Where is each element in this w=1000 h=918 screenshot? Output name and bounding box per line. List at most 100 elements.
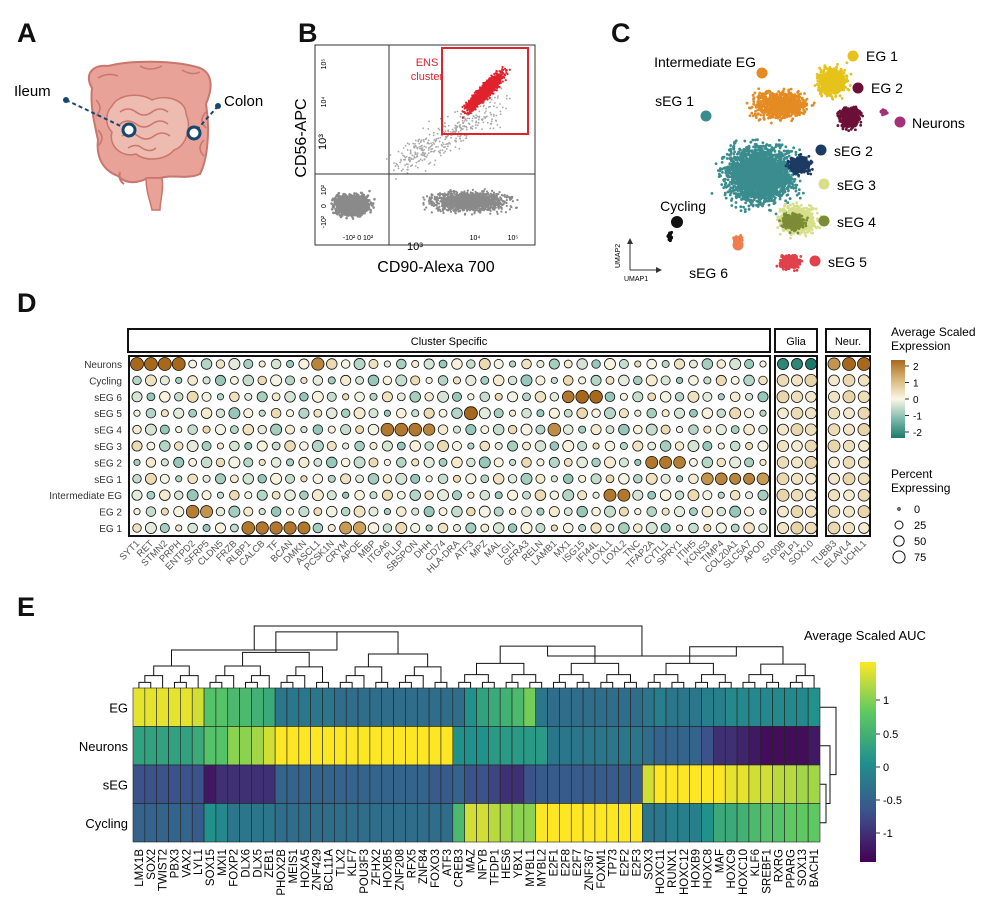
flow-event bbox=[437, 137, 440, 140]
flow-event-gated bbox=[477, 101, 481, 104]
flow-event-gated bbox=[499, 75, 502, 78]
flow-event-gated bbox=[486, 82, 489, 85]
flow-event-gated bbox=[493, 87, 496, 91]
flow-event bbox=[446, 193, 449, 196]
flow-event bbox=[501, 106, 504, 109]
flow-event bbox=[462, 201, 465, 204]
flow-event bbox=[355, 195, 359, 198]
flow-event bbox=[490, 122, 493, 125]
flow-event-gated bbox=[471, 94, 474, 97]
flow-event bbox=[443, 122, 446, 124]
flow-event bbox=[408, 160, 411, 163]
flow-event bbox=[474, 193, 477, 196]
flow-event bbox=[478, 110, 481, 113]
flow-event-gated bbox=[492, 76, 495, 80]
flow-event bbox=[432, 134, 435, 137]
flow-event-gated bbox=[461, 105, 464, 109]
flow-event bbox=[456, 122, 459, 125]
flow-event-gated bbox=[483, 93, 487, 96]
flow-event bbox=[452, 209, 455, 212]
flow-event bbox=[449, 194, 452, 197]
flow-event bbox=[449, 149, 452, 152]
flow-event bbox=[484, 200, 487, 204]
flow-event bbox=[406, 149, 409, 151]
flow-event bbox=[425, 195, 429, 198]
flow-event-gated bbox=[505, 69, 508, 72]
flow-event bbox=[408, 156, 410, 159]
flow-event bbox=[436, 193, 440, 196]
flow-event bbox=[337, 191, 341, 195]
flow-event bbox=[413, 145, 416, 148]
flow-event bbox=[476, 198, 479, 201]
flow-event bbox=[344, 213, 348, 217]
flow-event bbox=[421, 151, 424, 154]
flow-event bbox=[363, 205, 367, 209]
flow-event bbox=[472, 200, 475, 203]
flow-event bbox=[457, 135, 459, 137]
flow-event bbox=[499, 202, 503, 205]
flow-event bbox=[352, 210, 356, 214]
flow-event bbox=[492, 204, 496, 207]
flow-event bbox=[361, 194, 365, 198]
flow-event bbox=[454, 126, 456, 129]
flow-event bbox=[394, 165, 397, 168]
flow-event bbox=[420, 139, 423, 142]
flow-event bbox=[430, 142, 433, 145]
flow-event bbox=[438, 140, 441, 143]
flow-event bbox=[465, 135, 468, 137]
flow-event bbox=[408, 143, 411, 145]
flow-event bbox=[466, 196, 469, 199]
flow-event bbox=[440, 143, 443, 146]
flow-event bbox=[399, 161, 402, 164]
flow-event bbox=[505, 199, 508, 202]
flow-event-gated bbox=[488, 80, 491, 83]
flow-event bbox=[441, 141, 444, 144]
flow-event bbox=[402, 168, 404, 171]
flow-event bbox=[454, 211, 457, 214]
flow-event bbox=[428, 199, 431, 202]
flow-event bbox=[497, 95, 499, 98]
flow-event bbox=[473, 211, 476, 214]
flow-event bbox=[449, 210, 453, 213]
flow-event bbox=[442, 211, 445, 214]
flow-event bbox=[492, 191, 496, 194]
flow-event bbox=[423, 208, 426, 211]
flow-event bbox=[333, 198, 336, 201]
flow-event bbox=[473, 202, 476, 205]
flow-event bbox=[478, 201, 481, 204]
flow-event bbox=[449, 203, 453, 206]
flow-event bbox=[505, 196, 508, 199]
flow-event-gated bbox=[466, 107, 469, 111]
rectum bbox=[145, 177, 164, 211]
flow-event bbox=[427, 127, 430, 130]
flow-event bbox=[337, 211, 340, 215]
flow-event bbox=[476, 192, 479, 195]
flow-event bbox=[485, 198, 488, 201]
flow-event bbox=[494, 206, 497, 209]
flow-event bbox=[457, 196, 461, 200]
flow-event bbox=[479, 198, 482, 201]
flow-event-gated bbox=[484, 86, 487, 89]
flow-event bbox=[455, 205, 458, 208]
flow-event bbox=[430, 145, 433, 147]
flow-event-gated bbox=[463, 107, 466, 110]
flow-event bbox=[452, 189, 456, 193]
flow-event-gated bbox=[471, 96, 474, 99]
flow-event bbox=[352, 195, 356, 198]
flow-event bbox=[441, 204, 444, 207]
flow-event bbox=[425, 146, 427, 149]
flow-event bbox=[418, 146, 421, 148]
flow-event bbox=[495, 114, 498, 117]
flow-event bbox=[455, 140, 457, 143]
flow-event bbox=[459, 135, 461, 138]
flow-event bbox=[505, 107, 508, 110]
flow-event-gated bbox=[485, 79, 489, 82]
flow-event bbox=[500, 193, 503, 197]
flow-event bbox=[432, 131, 435, 134]
flow-event-gated bbox=[467, 112, 471, 115]
flow-event bbox=[435, 146, 437, 148]
flow-event-gated bbox=[465, 112, 469, 115]
flow-event-gated bbox=[494, 78, 497, 81]
flow-event-gated bbox=[501, 80, 504, 83]
